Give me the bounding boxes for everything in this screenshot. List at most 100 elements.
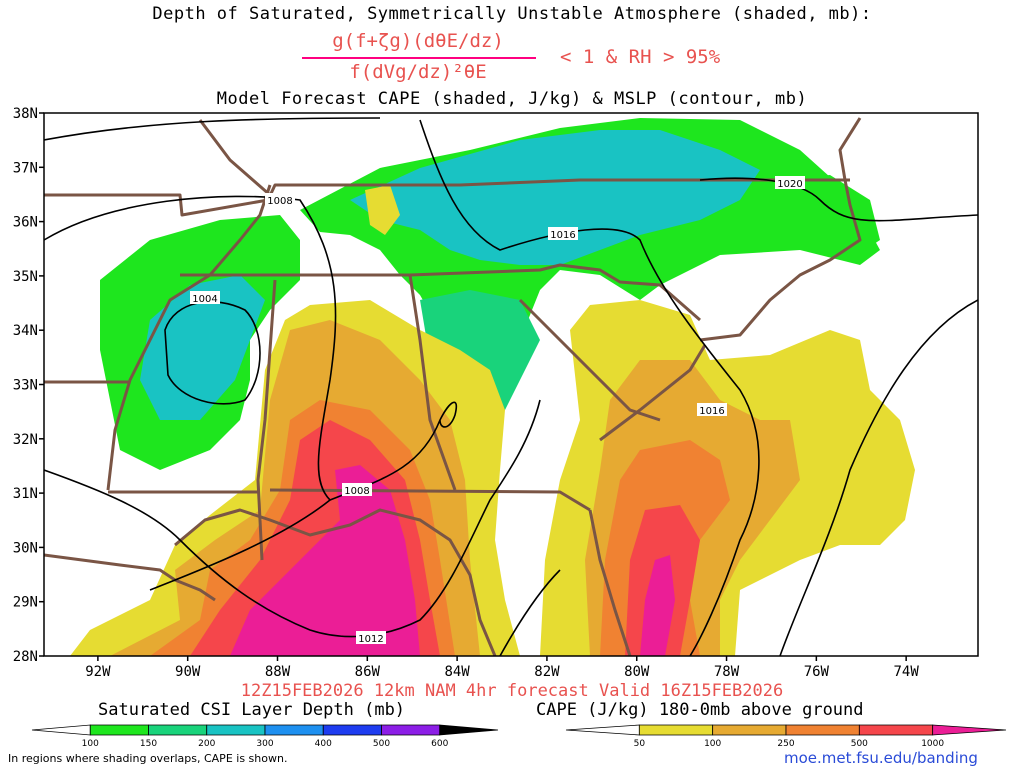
colorbar-segment (439, 724, 499, 736)
legend-csi-title: Saturated CSI Layer Depth (mb) (98, 700, 406, 720)
title-model-forecast: Model Forecast CAPE (shaded, J/kg) & MSL… (216, 89, 808, 109)
lat-tick-label: 33N (13, 378, 38, 394)
mslp-label-bg (697, 403, 727, 416)
lat-tick-label: 28N (13, 649, 38, 665)
legend-cape-title: CAPE (J/kg) 180-0mb above ground (536, 700, 864, 720)
csi-shade-north-cyan (350, 130, 760, 265)
footer-note: In regions where shading overlaps, CAPE … (8, 752, 288, 765)
lat-tick-label: 37N (13, 160, 38, 176)
axis-ticks: 38N 37N 36N 35N 34N 33N 32N 31N 30N 29N 28N 92W 90W 8… (13, 106, 920, 680)
lat-tick-label: 34N (13, 323, 38, 339)
mslp-label-bg (190, 291, 220, 304)
lon-tick-label: 90W (175, 664, 201, 680)
mslp-label-bg (342, 483, 372, 496)
legend-csi-colorbar: 100 150 200 300 400 500 600 (31, 724, 499, 749)
mslp-contour-1016-north (44, 117, 381, 141)
colorbar-segment (932, 724, 1007, 736)
formula-denominator: f(dVg/dz)²θE (349, 61, 487, 83)
colorbar-tick-label: 300 (256, 739, 273, 749)
lat-tick-label: 30N (13, 540, 38, 556)
state-line-35n (180, 263, 701, 322)
mslp-contour-label: 1016 (550, 230, 575, 241)
csi-shade-east (770, 175, 880, 260)
mslp-label-bg (775, 176, 805, 189)
colorbar-segment (712, 724, 787, 736)
colorbar-segment (322, 724, 382, 736)
colorbar-segment (381, 724, 441, 736)
mslp-label-bg (548, 227, 578, 240)
footer-url-link[interactable]: moe.met.fsu.edu/banding (784, 749, 978, 767)
colorbar-segment (89, 724, 149, 736)
mslp-contour-1008-west (44, 195, 337, 591)
colorbar-segment (785, 724, 860, 736)
legend-cape-colorbar: 50 100 250 500 1000 (565, 724, 1007, 749)
mslp-label-bg (265, 193, 295, 206)
colorbar-tick-label: 100 (704, 739, 721, 749)
mslp-contour-1016 (419, 119, 760, 656)
colorbar-segment (858, 724, 934, 736)
colorbar-tick-label: 1000 (921, 739, 944, 749)
mslp-contour-label: 1008 (267, 196, 292, 207)
mslp-contour-label: 1012 (358, 634, 383, 645)
lat-tick-label: 36N (13, 215, 38, 231)
mslp-label-bg (356, 631, 386, 644)
colorbar-tick-label: 400 (315, 739, 332, 749)
lat-tick-label: 29N (13, 595, 38, 611)
lat-tick-label: 32N (13, 432, 38, 448)
lon-tick-label: 74W (894, 664, 920, 680)
east-coastline (699, 117, 862, 342)
lon-tick-label: 88W (265, 664, 291, 680)
colorbar-tick-label: 100 (82, 739, 99, 749)
colorbar-tick-label: 50 (634, 739, 646, 749)
mslp-contour-label: 1016 (699, 406, 724, 417)
title-csi-depth: Depth of Saturated, Symmetrically Unstab… (152, 4, 872, 24)
lon-tick-label: 80W (624, 664, 650, 680)
gulf-coastline (174, 508, 497, 656)
lon-tick-label: 84W (444, 664, 470, 680)
colorbar-segment (31, 724, 91, 736)
lon-tick-label: 78W (714, 664, 740, 680)
mslp-contour-1012 (44, 399, 541, 638)
shading-layer (70, 118, 915, 656)
tn-ky-river (198, 119, 271, 197)
state-line-north (44, 178, 850, 217)
colorbar-tick-label: 500 (373, 739, 390, 749)
louisiana-coast (44, 553, 216, 602)
lat-tick-label: 35N (13, 269, 38, 285)
mslp-contour-southwest (499, 569, 561, 656)
cape-shade-yellow-nc (365, 185, 400, 235)
mslp-contour-label: 1020 (777, 179, 802, 190)
lat-tick-label: 38N (13, 106, 38, 122)
colorbar-tick-label: 250 (777, 739, 794, 749)
cape-shade-magenta-east (640, 555, 675, 656)
lon-tick-label: 86W (355, 664, 381, 680)
mslp-contour-1008-east (329, 401, 458, 501)
mslp-contour-1020 (699, 177, 978, 222)
formula-condition: < 1 & RH > 95% (560, 46, 721, 68)
lon-tick-label: 82W (534, 664, 560, 680)
csi-shade-west-cyan (140, 275, 265, 420)
lat-tick-label: 31N (13, 486, 38, 502)
lon-tick-label: 76W (804, 664, 830, 680)
political-boundaries (44, 117, 862, 656)
mslp-contour-label: 1004 (192, 294, 217, 305)
ms-al-line (256, 279, 277, 561)
formula-fraction-bar (302, 57, 536, 59)
colorbar-segment (206, 724, 266, 736)
colorbar-tick-label: 600 (431, 739, 448, 749)
al-ga-line (408, 274, 457, 491)
formula-numerator: g(f+ζg)(dθE/dz) (332, 30, 504, 52)
colorbar-segment (148, 724, 208, 736)
mslp-labels: 1008 1016 1020 1004 1016 1008 1012 (190, 176, 805, 645)
lon-tick-label: 92W (85, 664, 111, 680)
mslp-contour-east (779, 299, 978, 656)
valid-time-label: 12Z15FEB2026 12km NAM 4hr forecast Valid… (240, 681, 784, 701)
florida-coast (588, 509, 632, 656)
mississippi-river (106, 184, 272, 491)
colorbar-tick-label: 200 (198, 739, 215, 749)
ga-sc-line (518, 298, 661, 422)
colorbar-segment (264, 724, 324, 736)
colorbar-segment (565, 724, 640, 736)
colorbar-tick-label: 150 (140, 739, 157, 749)
